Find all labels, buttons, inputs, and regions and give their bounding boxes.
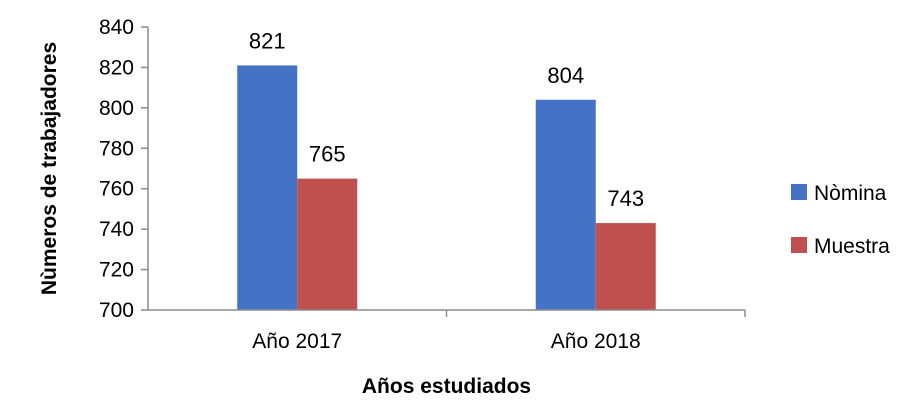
data-label: 743: [607, 186, 644, 211]
y-tick-label: 740: [99, 218, 134, 241]
legend-swatch: [791, 237, 807, 253]
x-category-label: Año 2017: [252, 330, 342, 353]
y-tick-label: 800: [99, 97, 134, 120]
bar-nòmina-1: [237, 65, 298, 311]
bar-nòmina-2: [535, 99, 596, 311]
y-tick-label: 820: [99, 56, 134, 79]
y-tick-label: 760: [99, 178, 134, 201]
y-tick-label: 720: [99, 259, 134, 282]
legend-label: Nòmina: [814, 182, 887, 205]
y-tick-label: 700: [99, 299, 134, 322]
bar-muestra-1: [297, 178, 358, 310]
x-category-label: Año 2018: [551, 330, 641, 353]
data-label: 821: [249, 28, 286, 53]
bar-muestra-2: [595, 223, 656, 310]
data-label: 765: [309, 142, 346, 167]
x-axis-title: Años estudiados: [362, 375, 531, 398]
y-tick-label: 840: [99, 16, 134, 39]
data-label: 804: [547, 63, 584, 88]
legend-label: Muestra: [814, 235, 890, 258]
y-tick-label: 780: [99, 137, 134, 160]
legend: Nòmina Muestra: [791, 182, 890, 258]
y-axis-title: Nùmeros de trabajadores: [38, 42, 61, 295]
legend-swatch: [791, 184, 807, 200]
